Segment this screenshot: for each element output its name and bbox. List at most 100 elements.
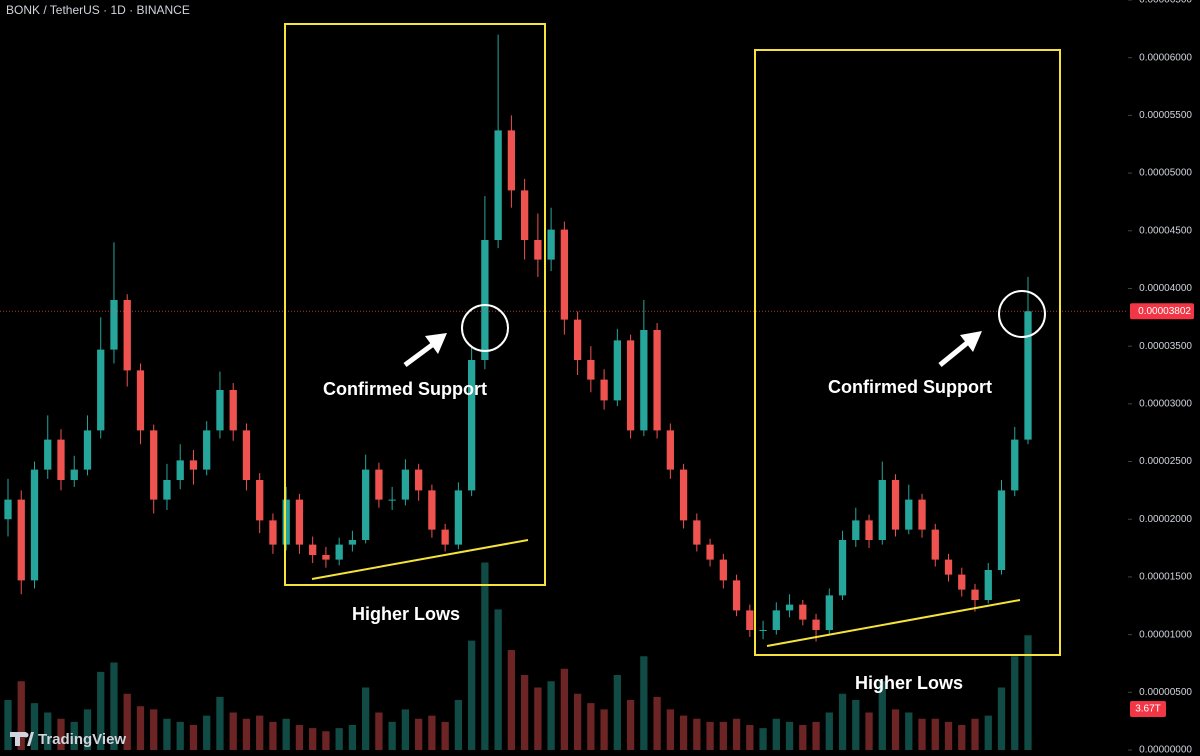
trend-line [766, 599, 1021, 647]
volume-bar [4, 700, 12, 750]
volume-bar [428, 715, 436, 750]
candle-body [216, 390, 224, 431]
volume-bar [189, 725, 198, 750]
candle-body [931, 529, 939, 560]
volume-bar [335, 728, 343, 750]
volume-bar [905, 712, 913, 750]
volume-bar [825, 712, 833, 750]
volume-bar [865, 712, 873, 750]
volume-bar [136, 706, 145, 750]
annotation: Confirmed Support [323, 379, 487, 399]
volume-bar [163, 718, 171, 750]
candle-body [1024, 311, 1032, 440]
watermark-text: TradingView [38, 731, 126, 748]
price-layer [0, 34, 1128, 642]
candle-body [44, 439, 52, 470]
volume-bar [547, 681, 555, 750]
chart-title: BONK / TetherUS · 1D · BINANCE [6, 3, 190, 17]
drawings: Confirmed Support Higher Lows Confirmed … [284, 23, 1061, 693]
annotation: Confirmed Support [828, 377, 992, 397]
candle-body [362, 469, 370, 540]
candle-body [507, 130, 516, 191]
candle-body [335, 544, 343, 560]
candle-body [799, 604, 807, 620]
candle-body [878, 480, 886, 540]
y-tick-label: 0.00000000 [1139, 745, 1192, 756]
candle-body [905, 499, 913, 530]
candle-body [719, 559, 727, 581]
y-tick-label: 0.00003000 [1139, 398, 1192, 409]
volume-bar [309, 728, 317, 750]
axis-background [1128, 0, 1200, 756]
y-tick-label: 0.00006000 [1139, 52, 1192, 63]
candle-body [520, 190, 529, 240]
candle-body [732, 580, 741, 611]
candle-body [242, 430, 251, 480]
volume-bar [507, 650, 516, 750]
candle-body [269, 520, 277, 545]
volume-bar [958, 725, 966, 750]
volume-bar [1024, 635, 1032, 750]
candle-body [441, 529, 449, 545]
volume-bar [44, 712, 52, 750]
candle-body [203, 430, 211, 470]
candle-body [136, 370, 145, 431]
candle-body [467, 360, 476, 491]
volume-bar [362, 687, 370, 750]
volume-bar [494, 609, 502, 750]
candle-body [573, 319, 582, 360]
volume-bar [706, 721, 714, 750]
candle-body [891, 480, 900, 530]
candle-body [534, 240, 542, 260]
volume-bar [613, 675, 621, 750]
candle-body [229, 390, 237, 431]
arrow [403, 333, 447, 368]
volume-bar [785, 721, 794, 750]
volume-bar [719, 721, 727, 750]
volume-bar [70, 721, 78, 750]
y-tick-label: 0.00005500 [1139, 110, 1192, 121]
candle-body [1011, 439, 1019, 491]
volume-bar [467, 640, 476, 750]
price-axis: 0.00000000 0.00000500 0.00001000 0.00001500… [1128, 0, 1200, 756]
volume-bar [600, 709, 608, 750]
candle-body [693, 520, 701, 545]
volume-bar [971, 718, 979, 750]
candle-body [706, 544, 714, 560]
volume-bar [83, 709, 92, 750]
volume-bar [348, 725, 357, 750]
candle-body [653, 330, 661, 431]
volume-bar [229, 712, 237, 750]
candle-body [322, 555, 330, 560]
watermark: TradingView [10, 731, 126, 748]
candle-body [865, 520, 873, 540]
annotation: Higher Lows [855, 673, 963, 693]
volume-bar [997, 687, 1006, 750]
volume-bar [216, 696, 224, 750]
volume-bar [799, 725, 807, 750]
volume-bar [97, 671, 105, 750]
volume-bar [203, 715, 211, 750]
candle-body [971, 589, 979, 600]
candle-body [282, 499, 290, 545]
y-tick-label: 0.00002500 [1139, 456, 1192, 467]
highlight-circle [461, 304, 509, 352]
volume-bar [984, 715, 992, 750]
volume-bar [1011, 656, 1019, 750]
volume-bar [110, 662, 118, 750]
candle-body [481, 240, 489, 360]
trend-line [311, 539, 529, 580]
highlight-circle [998, 290, 1046, 338]
candle-body [348, 540, 357, 545]
volume-bar [693, 718, 701, 750]
volume-bar [375, 712, 383, 750]
volume-bar [520, 675, 529, 750]
volume-bar [732, 718, 741, 750]
volume-layer [4, 562, 1032, 750]
y-tick-label: 0.00001500 [1139, 572, 1192, 583]
y-tick-label: 0.00004500 [1139, 225, 1192, 236]
volume-bar [944, 721, 953, 750]
candle-body [626, 340, 635, 431]
volume-bar [626, 700, 635, 750]
